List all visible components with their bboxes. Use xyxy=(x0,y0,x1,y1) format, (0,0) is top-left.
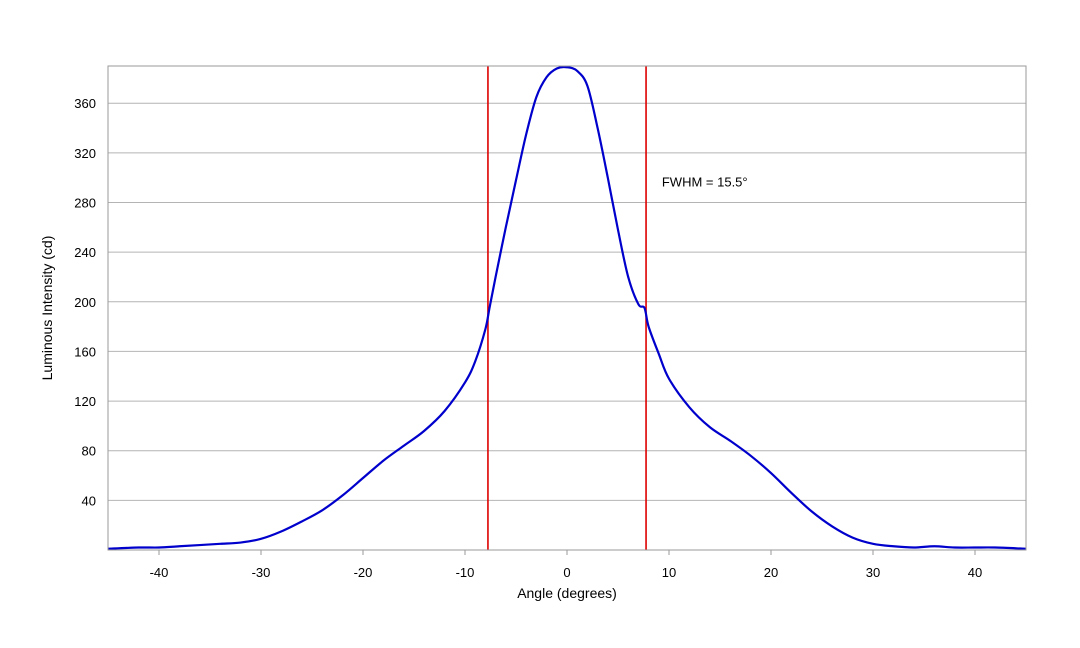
y-tick-label: 360 xyxy=(74,96,96,111)
x-tick-label: -10 xyxy=(456,565,475,580)
y-tick-label: 40 xyxy=(82,493,96,508)
y-tick-label: 240 xyxy=(74,245,96,260)
x-tick-label: 30 xyxy=(866,565,880,580)
x-tick-label: -40 xyxy=(150,565,169,580)
x-tick-label: 40 xyxy=(968,565,982,580)
x-tick-label: -30 xyxy=(252,565,271,580)
grid-lines xyxy=(108,102,1026,501)
y-axis-ticks: 40 80 120 160 200 240 280 320 360 xyxy=(74,96,96,508)
y-tick-label: 280 xyxy=(74,196,96,211)
plot-area-frame xyxy=(107,65,1027,551)
x-tick-label: 10 xyxy=(662,565,676,580)
y-tick-label: 200 xyxy=(74,295,96,310)
intensity-curve xyxy=(107,65,1027,550)
y-axis-title: Luminous Intensity (cd) xyxy=(39,236,55,381)
x-axis-title: Angle (degrees) xyxy=(517,585,617,601)
x-axis-ticks: -40 -30 -20 -10 0 10 20 30 40 xyxy=(150,550,982,580)
y-tick-label: 320 xyxy=(74,146,96,161)
series-layer xyxy=(107,65,1027,550)
annotations: FWHM = 15.5° xyxy=(662,174,748,189)
fwhm-markers xyxy=(487,66,647,550)
x-tick-label: -20 xyxy=(354,565,373,580)
x-tick-label: 0 xyxy=(563,565,570,580)
x-tick-label: 20 xyxy=(764,565,778,580)
y-tick-label: 80 xyxy=(82,444,96,459)
y-tick-label: 160 xyxy=(74,344,96,359)
y-tick-label: 120 xyxy=(74,394,96,409)
fwhm-annotation: FWHM = 15.5° xyxy=(662,174,748,189)
